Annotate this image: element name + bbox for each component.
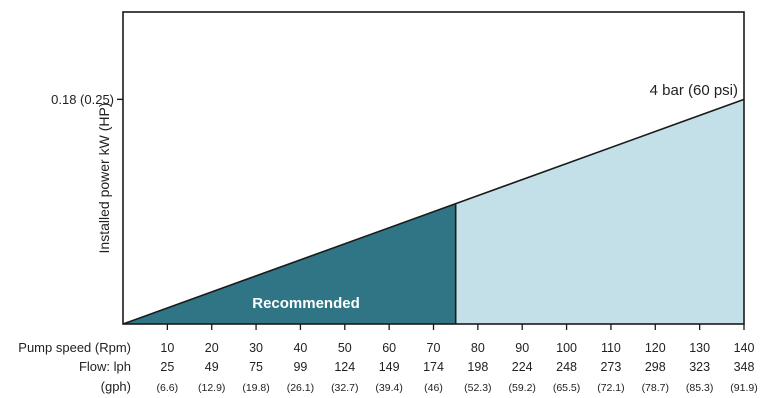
rpm-value: 30 [249, 341, 263, 355]
plot-area: 0.18 (0.25)Installed power kW (HP) 4 bar … [18, 11, 758, 394]
flow-lph-value: 124 [334, 360, 355, 374]
rpm-value: 110 [601, 341, 621, 355]
rpm-value: 40 [293, 341, 307, 355]
flow-lph-value: 49 [205, 360, 219, 374]
flow-gph-value: (52.3) [464, 382, 491, 394]
flow-gph-value: (6.6) [157, 382, 179, 394]
flow-lph-value: 298 [645, 360, 666, 374]
rpm-value: 70 [427, 341, 441, 355]
rpm-value: 90 [515, 341, 529, 355]
flow-gph-value: (85.3) [686, 382, 713, 394]
flow-gph-value: (19.8) [242, 382, 269, 394]
flow-gph-value: (65.5) [553, 382, 580, 394]
flow-lph-value: 198 [467, 360, 488, 374]
rpm-value: 20 [205, 341, 219, 355]
flow-lph-value: 174 [423, 360, 444, 374]
flow-gph-value: (26.1) [287, 382, 314, 394]
flow-lph-value: 323 [689, 360, 710, 374]
flow-lph-value: 75 [249, 360, 263, 374]
rpm-value: 130 [689, 341, 710, 355]
row-label-lph: Flow: lph [79, 359, 131, 374]
flow-lph-value: 248 [556, 360, 577, 374]
row-label-gph: (gph) [101, 379, 131, 394]
flow-gph-value: (39.4) [375, 382, 402, 394]
flow-gph-value: (12.9) [198, 382, 225, 394]
y-axis-label: Installed power kW (HP) [96, 103, 112, 254]
flow-lph-value: 99 [293, 360, 307, 374]
flow-lph-value: 149 [379, 360, 400, 374]
y-tick-label: 0.18 (0.25) [51, 92, 114, 107]
flow-gph-value: (72.1) [597, 382, 624, 394]
rpm-value: 120 [645, 341, 666, 355]
flow-gph-value: (46) [424, 382, 443, 394]
rpm-value: 100 [556, 341, 577, 355]
rpm-value: 60 [382, 341, 396, 355]
series-label: 4 bar (60 psi) [650, 82, 738, 99]
flow-gph-value: (78.7) [642, 382, 669, 394]
flow-lph-value: 273 [600, 360, 621, 374]
rpm-value: 80 [471, 341, 485, 355]
flow-lph-value: 348 [734, 360, 755, 374]
rpm-value: 10 [160, 341, 174, 355]
flow-gph-value: (59.2) [508, 382, 535, 394]
rpm-value: 140 [734, 341, 755, 355]
row-label-rpm: Pump speed (Rpm) [18, 340, 131, 355]
extended-range-area [455, 99, 744, 324]
flow-lph-value: 224 [512, 360, 533, 374]
flow-gph-value: (32.7) [331, 382, 358, 394]
power-line [122, 98, 745, 325]
flow-lph-value: 25 [160, 360, 174, 374]
flow-gph-value: (91.9) [730, 382, 757, 394]
rpm-value: 50 [338, 341, 352, 355]
recommended-label: Recommended [252, 295, 360, 312]
